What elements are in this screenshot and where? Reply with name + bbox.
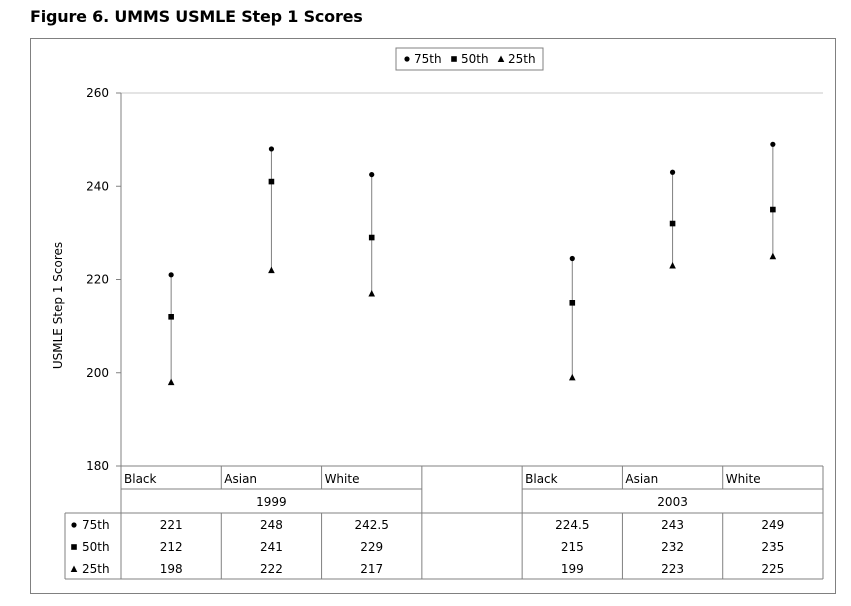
- table-cell: 229: [360, 540, 383, 554]
- legend: 75th 50th 25th: [395, 47, 544, 71]
- legend-marker-triangle: [497, 55, 505, 62]
- point-25th: [268, 266, 275, 274]
- category-label: White: [325, 472, 360, 486]
- chart-svg: 75th 50th 25th 180 200 220 240 260 USMLE Step 1…: [51, 47, 824, 580]
- axes: 180 200 220 240 260 USMLE Step 1 Scores: [51, 86, 823, 473]
- data-table: Black Asian White Black Asian White 1999 2003 75…: [64, 465, 824, 580]
- table-cell: 199: [561, 562, 584, 576]
- table-cell: 242.5: [355, 518, 389, 532]
- point-75th: [569, 255, 575, 262]
- row-marker-50th: [71, 544, 77, 550]
- category-label: Asian: [625, 472, 658, 486]
- table-cell: 215: [561, 540, 584, 554]
- category-label: Black: [124, 472, 157, 486]
- table-cell: 235: [761, 540, 784, 554]
- point-75th: [168, 272, 174, 278]
- point-75th: [669, 169, 676, 175]
- group-label: 1999: [256, 495, 287, 509]
- table-cell: 224.5: [555, 518, 589, 532]
- table-cell: 249: [761, 518, 784, 532]
- point-75th: [369, 171, 375, 178]
- table-cell: 225: [761, 562, 784, 576]
- legend-label: 50th: [461, 52, 489, 66]
- plot-marks: [167, 141, 777, 386]
- table-cell: 223: [661, 562, 684, 576]
- row-label: 50th: [82, 540, 110, 554]
- chart-frame: 75th 50th 25th 180 200 220 240 260 USMLE Step 1…: [30, 38, 836, 594]
- point-50th: [569, 300, 576, 306]
- y-axis-title: USMLE Step 1 Scores: [51, 242, 65, 369]
- category-label: Asian: [224, 472, 257, 486]
- point-25th: [769, 252, 777, 260]
- y-tick-label: 240: [86, 179, 109, 193]
- row-marker-25th: [70, 565, 78, 572]
- point-25th: [669, 262, 676, 269]
- table-cell: 217: [360, 562, 383, 576]
- point-50th: [368, 234, 375, 241]
- table-cell: 198: [160, 562, 183, 576]
- legend-entry: 50th: [451, 52, 489, 66]
- table-cell: 232: [661, 540, 684, 554]
- point-75th: [268, 146, 275, 152]
- point-50th: [669, 220, 676, 227]
- table-cell: 222: [260, 562, 283, 576]
- row-label: 25th: [82, 562, 110, 576]
- table-cell: 212: [160, 540, 183, 554]
- group-label: 2003: [657, 495, 688, 509]
- legend-label: 25th: [508, 52, 536, 66]
- y-tick-label: 220: [86, 273, 109, 287]
- table-cell: 221: [160, 518, 183, 532]
- row-marker-75th: [71, 522, 77, 528]
- legend-marker-circle: [404, 56, 410, 62]
- table-cell: 248: [260, 518, 283, 532]
- legend-box: [395, 47, 544, 71]
- legend-marker-square: [451, 56, 457, 62]
- y-tick-label: 260: [86, 86, 109, 100]
- point-75th: [770, 141, 776, 147]
- table-cell: 241: [260, 540, 283, 554]
- table-cell: 243: [661, 518, 684, 532]
- legend-entry: 25th: [497, 52, 536, 66]
- point-50th: [268, 178, 275, 185]
- point-50th: [770, 206, 776, 213]
- legend-label: 75th: [414, 52, 442, 66]
- point-25th: [167, 378, 175, 386]
- figure-title: Figure 6. UMMS USMLE Step 1 Scores: [30, 7, 363, 26]
- category-label: White: [726, 472, 761, 486]
- legend-entry: 75th: [404, 52, 442, 66]
- y-tick-label: 180: [86, 459, 109, 473]
- point-50th: [168, 314, 174, 320]
- point-25th: [368, 289, 376, 297]
- row-label: 75th: [82, 518, 110, 532]
- y-tick-label: 200: [86, 366, 109, 380]
- point-25th: [568, 373, 576, 381]
- category-label: Black: [525, 472, 558, 486]
